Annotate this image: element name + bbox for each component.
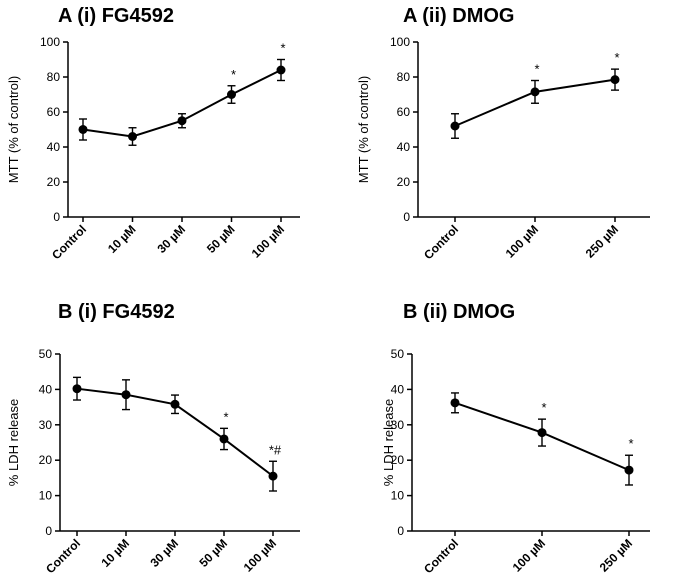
y-tick-label: 20 bbox=[391, 453, 405, 467]
y-tick-label: 20 bbox=[47, 175, 61, 189]
x-tick-label: 10 µM bbox=[98, 536, 132, 570]
data-point bbox=[537, 428, 547, 438]
y-tick-label: 50 bbox=[39, 347, 53, 361]
data-point bbox=[121, 390, 131, 400]
y-tick-label: 100 bbox=[40, 35, 60, 49]
y-tick-label: 10 bbox=[391, 489, 405, 503]
significance-marker: * bbox=[223, 409, 228, 424]
data-point bbox=[177, 116, 187, 126]
y-tick-label: 0 bbox=[397, 524, 404, 538]
y-tick-label: 0 bbox=[45, 524, 52, 538]
y-tick-label: 30 bbox=[39, 418, 53, 432]
y-tick-label: 80 bbox=[47, 70, 61, 84]
chart-panel-4: B (ii) DMOG 0 10 20 30 40 50 % LDH release Contr… bbox=[381, 301, 650, 576]
y-axis-label: MTT (% of control) bbox=[356, 76, 371, 183]
x-tick-label: Control bbox=[43, 536, 83, 576]
y-axis-label: % LDH release bbox=[381, 399, 396, 486]
x-tick-label: Control bbox=[421, 536, 461, 576]
y-axis-label: MTT (% of control) bbox=[6, 76, 21, 183]
x-tick-label: 30 µM bbox=[147, 536, 181, 570]
x-tick-label: 100 µM bbox=[503, 222, 541, 260]
y-tick-label: 20 bbox=[39, 453, 53, 467]
data-point bbox=[72, 384, 82, 394]
x-tick-label: 100 µM bbox=[510, 536, 548, 574]
y-tick-label: 100 bbox=[390, 35, 410, 49]
data-point bbox=[610, 75, 620, 85]
data-point bbox=[170, 399, 180, 409]
y-tick-label: 40 bbox=[391, 382, 405, 396]
significance-marker: * bbox=[628, 436, 633, 451]
chart-title: B (i) FG4592 bbox=[58, 301, 175, 323]
data-point bbox=[276, 65, 286, 75]
x-tick-label: Control bbox=[421, 222, 461, 262]
x-tick-label: 30 µM bbox=[154, 222, 188, 256]
y-tick-label: 40 bbox=[39, 382, 53, 396]
x-tick-label: 100 µM bbox=[241, 536, 279, 574]
data-point bbox=[219, 434, 229, 444]
data-point bbox=[624, 465, 634, 475]
significance-marker: * bbox=[231, 67, 236, 82]
chart-title: B (ii) DMOG bbox=[403, 301, 515, 323]
significance-marker: * bbox=[280, 41, 285, 56]
y-tick-label: 0 bbox=[403, 210, 410, 224]
chart-panel-3: B (i) FG4592 0 10 20 30 40 50 % LDH release Cont… bbox=[6, 301, 300, 576]
data-point bbox=[227, 90, 236, 99]
chart-title: A (i) FG4592 bbox=[58, 5, 174, 27]
y-axis-label: % LDH release bbox=[6, 399, 21, 486]
y-tick-label: 80 bbox=[397, 70, 411, 84]
y-tick-label: 40 bbox=[397, 140, 411, 154]
x-tick-label: 10 µM bbox=[105, 222, 139, 256]
x-tick-label: 100 µM bbox=[249, 222, 287, 260]
y-tick-label: 20 bbox=[397, 175, 411, 189]
y-tick-label: 60 bbox=[47, 105, 61, 119]
data-point bbox=[268, 471, 278, 481]
y-tick-label: 10 bbox=[39, 489, 53, 503]
x-tick-label: 50 µM bbox=[204, 222, 238, 256]
chart-panel-1: A (i) FG4592 0 20 40 60 80 100 MTT (% of contro… bbox=[6, 5, 300, 262]
data-point bbox=[530, 87, 540, 97]
y-tick-label: 0 bbox=[53, 210, 60, 224]
y-tick-label: 50 bbox=[391, 347, 405, 361]
significance-marker: * bbox=[541, 400, 546, 415]
significance-marker: * bbox=[534, 62, 539, 77]
data-point bbox=[450, 398, 460, 408]
data-point bbox=[450, 121, 460, 131]
y-tick-label: 30 bbox=[391, 418, 405, 432]
x-tick-label: 250 µM bbox=[597, 536, 635, 574]
y-tick-label: 40 bbox=[47, 140, 61, 154]
chart-title: A (ii) DMOG bbox=[403, 5, 514, 27]
x-tick-label: 50 µM bbox=[196, 536, 230, 570]
significance-marker: * bbox=[614, 50, 619, 65]
chart-panel-2: A (ii) DMOG 0 20 40 60 80 100 MTT (% of control… bbox=[356, 5, 650, 262]
y-tick-label: 60 bbox=[397, 105, 411, 119]
data-point bbox=[78, 125, 88, 134]
data-point bbox=[128, 132, 137, 141]
significance-marker: *# bbox=[269, 442, 282, 457]
x-tick-label: 250 µM bbox=[583, 222, 621, 260]
x-tick-label: Control bbox=[49, 222, 89, 262]
